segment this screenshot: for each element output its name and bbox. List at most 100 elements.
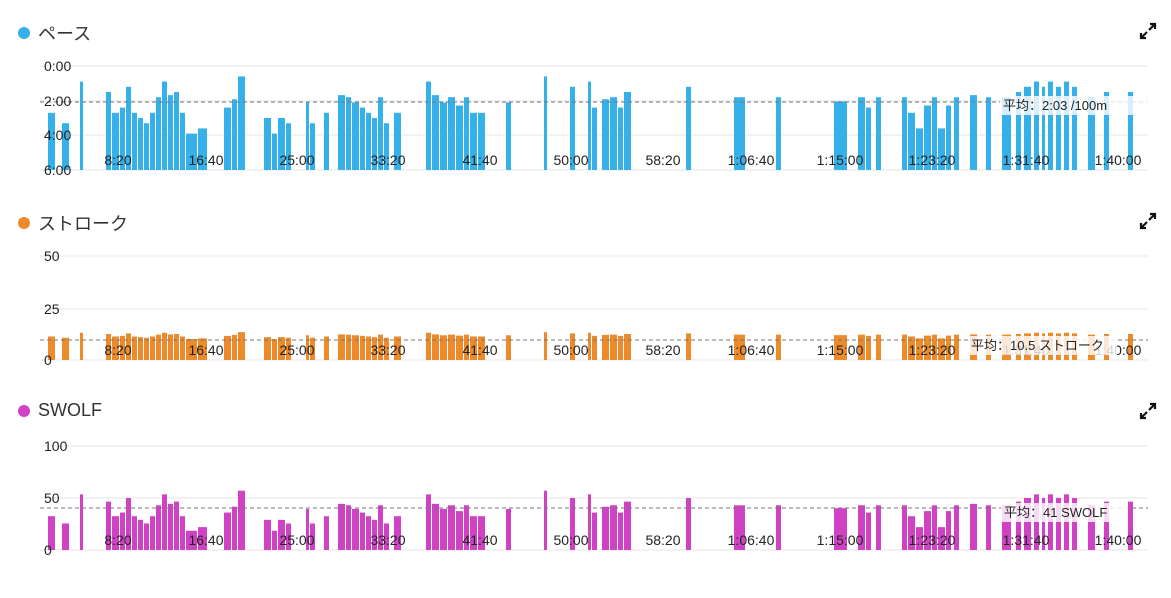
bar[interactable] — [776, 334, 781, 360]
bar[interactable] — [112, 112, 119, 170]
bar[interactable] — [954, 505, 959, 550]
bar[interactable] — [734, 97, 745, 170]
bar[interactable] — [506, 102, 511, 170]
bar[interactable] — [174, 92, 179, 170]
bar[interactable] — [834, 335, 847, 360]
bar[interactable] — [324, 336, 329, 360]
bar[interactable] — [1002, 505, 1011, 550]
bar[interactable] — [338, 334, 345, 360]
bar[interactable] — [62, 337, 69, 360]
bar[interactable] — [954, 97, 959, 170]
bar[interactable] — [150, 516, 155, 550]
bar[interactable] — [610, 505, 617, 550]
bar[interactable] — [916, 338, 923, 360]
bar[interactable] — [924, 511, 931, 550]
bar[interactable] — [858, 334, 865, 360]
bar[interactable] — [156, 334, 161, 360]
bar[interactable] — [1088, 505, 1095, 550]
bar[interactable] — [80, 494, 83, 550]
bar[interactable] — [902, 334, 907, 360]
bar[interactable] — [686, 333, 691, 360]
bar[interactable] — [120, 107, 125, 170]
bar[interactable] — [324, 516, 329, 550]
bar[interactable] — [1034, 81, 1039, 170]
bar[interactable] — [1042, 86, 1045, 170]
bar[interactable] — [378, 505, 383, 550]
bar[interactable] — [180, 516, 185, 550]
bar[interactable] — [618, 107, 623, 170]
bar[interactable] — [938, 527, 945, 550]
bar[interactable] — [902, 97, 907, 170]
bar[interactable] — [464, 505, 469, 550]
bar[interactable] — [1048, 81, 1053, 170]
bar[interactable] — [858, 97, 865, 170]
bar[interactable] — [310, 337, 315, 360]
bar[interactable] — [866, 107, 871, 170]
bar[interactable] — [352, 335, 359, 360]
bar[interactable] — [478, 516, 485, 550]
bar[interactable] — [120, 335, 125, 360]
bar[interactable] — [464, 97, 469, 170]
bar[interactable] — [366, 112, 371, 170]
bar[interactable] — [932, 97, 937, 170]
bar[interactable] — [198, 338, 207, 360]
bar[interactable] — [1104, 92, 1109, 170]
bar[interactable] — [602, 99, 609, 170]
bar[interactable] — [1056, 86, 1061, 170]
bar[interactable] — [1072, 498, 1077, 550]
bar[interactable] — [610, 334, 617, 360]
bar[interactable] — [448, 334, 455, 360]
bar[interactable] — [264, 519, 271, 550]
bar[interactable] — [48, 336, 55, 360]
bar[interactable] — [938, 128, 945, 170]
bar[interactable] — [80, 332, 83, 360]
bar[interactable] — [272, 133, 277, 170]
bar[interactable] — [618, 512, 623, 550]
bar[interactable] — [224, 335, 231, 360]
bar[interactable] — [186, 133, 197, 170]
bar[interactable] — [776, 97, 781, 170]
bar[interactable] — [224, 512, 231, 550]
bar[interactable] — [106, 334, 111, 360]
bar[interactable] — [602, 334, 609, 360]
bar[interactable] — [198, 128, 207, 170]
bar[interactable] — [144, 523, 149, 550]
bar[interactable] — [384, 523, 389, 550]
bar[interactable] — [232, 99, 237, 170]
bar[interactable] — [238, 76, 245, 170]
bar[interactable] — [272, 530, 277, 550]
bar[interactable] — [324, 112, 329, 170]
bar[interactable] — [986, 505, 991, 550]
bar[interactable] — [338, 503, 345, 550]
bar[interactable] — [394, 112, 401, 170]
bar[interactable] — [264, 337, 271, 360]
bar[interactable] — [834, 508, 847, 550]
bar[interactable] — [470, 516, 477, 550]
bar[interactable] — [440, 335, 447, 360]
bar[interactable] — [932, 334, 937, 360]
bar[interactable] — [478, 336, 485, 360]
bar[interactable] — [372, 519, 377, 550]
bar[interactable] — [1042, 498, 1045, 550]
bar[interactable] — [346, 505, 351, 550]
bar[interactable] — [946, 105, 951, 170]
bar[interactable] — [48, 516, 55, 550]
bar[interactable] — [432, 334, 439, 360]
bar[interactable] — [174, 501, 179, 550]
bar[interactable] — [734, 334, 745, 360]
bar[interactable] — [946, 511, 951, 550]
bar[interactable] — [440, 102, 447, 170]
bar[interactable] — [360, 512, 365, 550]
bar[interactable] — [686, 86, 691, 170]
bar[interactable] — [902, 505, 907, 550]
bar[interactable] — [448, 505, 455, 550]
bar[interactable] — [470, 336, 477, 360]
bar[interactable] — [986, 97, 991, 170]
bar[interactable] — [624, 501, 631, 550]
bar[interactable] — [858, 505, 865, 550]
bar[interactable] — [232, 506, 237, 550]
bar[interactable] — [592, 335, 597, 360]
bar[interactable] — [366, 336, 371, 360]
bar[interactable] — [588, 81, 591, 170]
bar[interactable] — [908, 336, 915, 360]
